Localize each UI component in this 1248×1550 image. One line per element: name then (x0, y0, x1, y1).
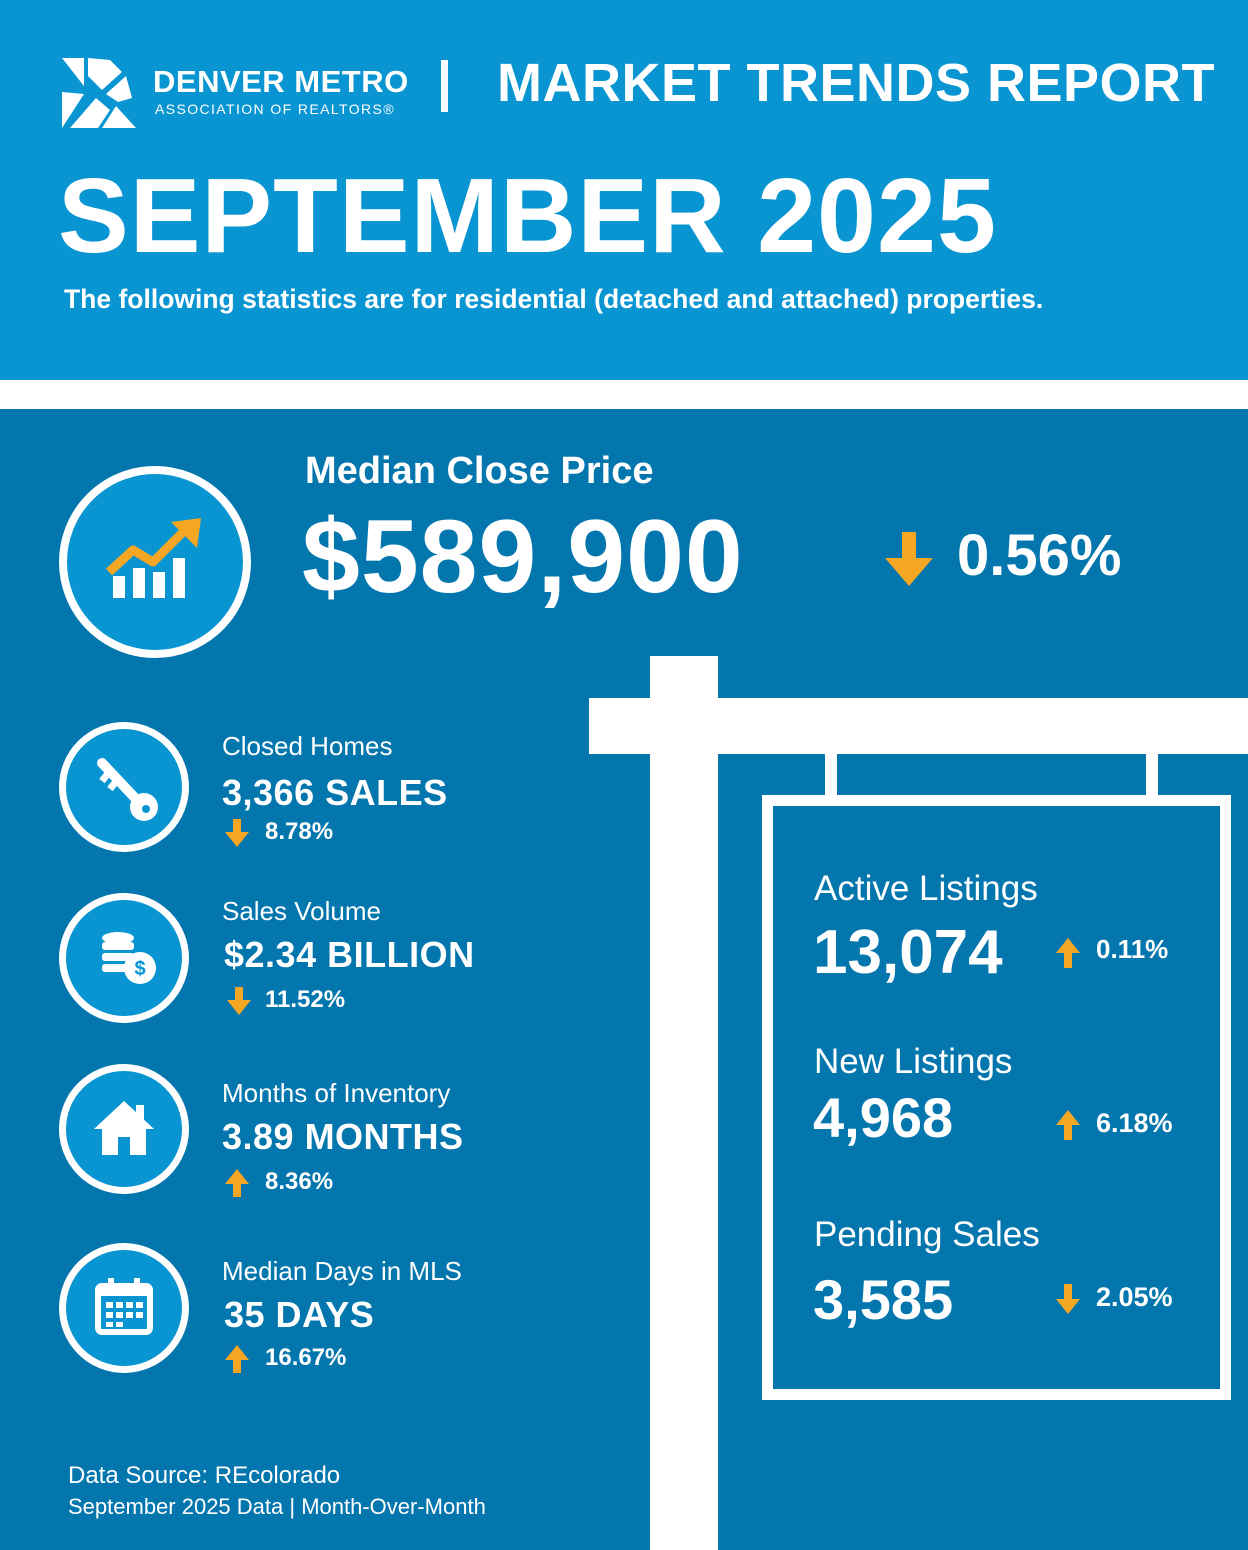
pending-sales-change: 2.05% (1096, 1282, 1173, 1312)
report-month: SEPTEMBER 2025 (58, 157, 997, 275)
inventory-icon-circle (59, 1064, 189, 1194)
arrow-down-icon (885, 532, 933, 586)
calendar-icon (95, 1278, 153, 1335)
header-band (0, 0, 1248, 380)
data-source: Data Source: REcolorado (68, 1462, 341, 1489)
org-subtitle: ASSOCIATION OF REALTORS® (155, 101, 395, 117)
coins-icon: $ (102, 932, 156, 984)
arrow-up-icon (1056, 1110, 1080, 1140)
key-icon (97, 758, 158, 821)
days-in-mls-label: Median Days in MLS (222, 1256, 462, 1286)
sales-volume-label: Sales Volume (222, 896, 381, 926)
inventory-value: 3.89 MONTHS (222, 1116, 464, 1157)
arrow-up-icon (225, 1169, 249, 1197)
report-subtitle: The following statistics are for residen… (64, 284, 1044, 314)
median-price-value: $589,900 (302, 499, 744, 615)
inventory-change: 8.36% (265, 1168, 334, 1195)
sign-post-vertical (650, 656, 718, 1550)
sales-volume-change: 11.52% (265, 986, 346, 1013)
closed-homes-icon-circle (59, 722, 189, 852)
listings-sign (762, 795, 1231, 1400)
closed-homes-value: 3,366 SALES (222, 772, 448, 813)
inventory-label: Months of Inventory (222, 1078, 451, 1108)
median-price-label: Median Close Price (305, 450, 654, 492)
median-price-icon-circle (59, 466, 251, 658)
closed-homes-label: Closed Homes (222, 731, 393, 761)
chart-growth-icon (105, 518, 201, 598)
sign-post-horizontal (589, 698, 1248, 754)
header-divider (441, 60, 448, 112)
pending-sales-value: 3,585 (813, 1268, 954, 1331)
sales-volume-value: $2.34 BILLION (224, 934, 475, 975)
sign-hanger-left (825, 754, 837, 798)
arrow-up-icon (1056, 938, 1080, 968)
days-in-mls-change: 16.67% (265, 1344, 347, 1371)
new-listings-value: 4,968 (813, 1086, 954, 1149)
arrow-down-icon (227, 987, 251, 1015)
arrow-down-icon (225, 819, 249, 847)
closed-homes-change: 8.78% (265, 818, 334, 845)
days-in-mls-value: 35 DAYS (224, 1294, 375, 1335)
active-listings-value: 13,074 (813, 918, 1003, 987)
arrow-up-icon (225, 1345, 249, 1373)
svg-text:$: $ (134, 958, 145, 980)
house-icon (94, 1101, 154, 1155)
pending-sales-label: Pending Sales (814, 1215, 1040, 1254)
sales-volume-icon-circle: $ (59, 893, 189, 1023)
data-note: September 2025 Data | Month-Over-Month (68, 1494, 486, 1519)
report-title: MARKET TRENDS REPORT (497, 53, 1216, 113)
sign-hanger-right (1146, 754, 1158, 798)
days-in-mls-icon-circle (59, 1243, 189, 1373)
denver-metro-logo-icon (62, 58, 136, 128)
active-listings-label: Active Listings (814, 869, 1038, 908)
median-price-change: 0.56% (957, 523, 1122, 588)
new-listings-change: 6.18% (1096, 1108, 1173, 1138)
arrow-down-icon (1056, 1284, 1080, 1314)
new-listings-label: New Listings (814, 1042, 1013, 1081)
active-listings-change: 0.11% (1096, 934, 1169, 964)
org-name: DENVER METRO (153, 64, 409, 99)
